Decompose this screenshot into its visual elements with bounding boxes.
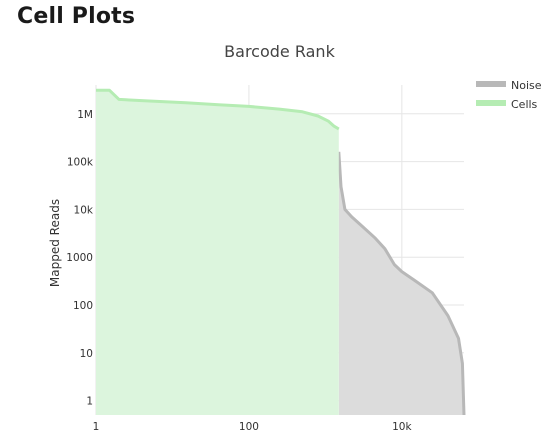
legend-item-noise[interactable]: Noise	[476, 79, 542, 92]
cells-area	[96, 90, 339, 416]
axis-ticks: 1 10 100 1000 10k 100k 1M 1 100 10k	[66, 109, 412, 433]
noise-area	[338, 151, 464, 416]
y-tick-label: 1	[86, 396, 93, 408]
chart-title: Barcode Rank	[224, 42, 335, 61]
y-axis-label: Mapped Reads	[48, 199, 62, 287]
series-areas	[96, 88, 466, 416]
y-tick-label: 1000	[66, 252, 93, 264]
x-tick-label: 100	[239, 421, 259, 433]
y-tick-label: 10	[80, 348, 93, 360]
legend-label: Cells	[511, 98, 538, 111]
cells-line	[96, 88, 340, 131]
legend-item-cells[interactable]: Cells	[476, 98, 538, 111]
y-tick-label: 100k	[67, 157, 94, 169]
page-title: Cell Plots	[17, 4, 136, 29]
legend-swatch	[476, 81, 506, 87]
legend-label: Noise	[511, 79, 542, 92]
chart-legend[interactable]: Noise Cells	[476, 79, 542, 111]
legend-swatch	[476, 100, 506, 106]
y-tick-label: 10k	[74, 204, 94, 216]
y-tick-label: 100	[73, 300, 93, 312]
noise-line	[337, 151, 466, 416]
y-tick-label: 1M	[77, 109, 93, 121]
x-tick-label: 1	[93, 421, 100, 433]
x-tick-label: 10k	[392, 421, 412, 433]
